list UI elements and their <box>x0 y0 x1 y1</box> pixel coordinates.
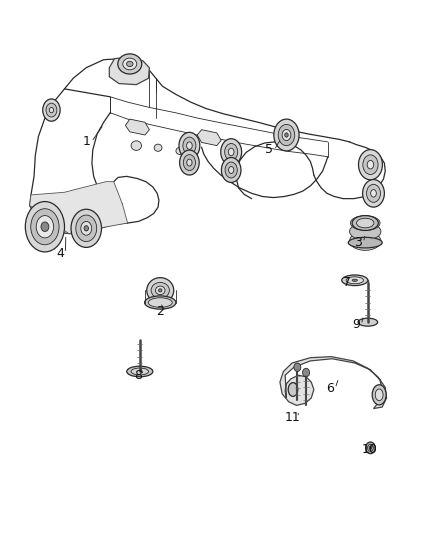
Ellipse shape <box>342 275 368 286</box>
Text: 8: 8 <box>134 369 142 382</box>
Text: 7: 7 <box>343 276 351 289</box>
Ellipse shape <box>46 103 57 117</box>
Ellipse shape <box>375 389 383 401</box>
Ellipse shape <box>228 148 234 156</box>
Ellipse shape <box>225 143 238 160</box>
Ellipse shape <box>226 154 234 161</box>
Text: 1: 1 <box>82 135 90 148</box>
Ellipse shape <box>131 368 148 375</box>
Ellipse shape <box>41 222 49 231</box>
Ellipse shape <box>131 141 141 150</box>
Text: 5: 5 <box>265 143 273 156</box>
Text: 9: 9 <box>352 318 360 332</box>
Ellipse shape <box>366 442 375 454</box>
Ellipse shape <box>363 180 385 207</box>
Ellipse shape <box>154 144 162 151</box>
Ellipse shape <box>155 286 165 295</box>
Ellipse shape <box>350 223 381 240</box>
Ellipse shape <box>36 216 53 238</box>
Ellipse shape <box>369 446 372 449</box>
Ellipse shape <box>49 108 53 113</box>
Ellipse shape <box>225 162 237 178</box>
Ellipse shape <box>288 383 298 397</box>
Ellipse shape <box>221 158 241 182</box>
Ellipse shape <box>282 130 291 141</box>
Ellipse shape <box>176 147 184 155</box>
Polygon shape <box>197 130 221 146</box>
Ellipse shape <box>147 278 174 303</box>
Text: 3: 3 <box>354 236 362 249</box>
Ellipse shape <box>184 155 195 171</box>
Ellipse shape <box>123 58 137 70</box>
Ellipse shape <box>350 216 380 230</box>
Ellipse shape <box>358 150 382 180</box>
Ellipse shape <box>148 298 172 308</box>
Ellipse shape <box>367 160 374 169</box>
Ellipse shape <box>367 445 373 451</box>
Ellipse shape <box>179 132 200 159</box>
Ellipse shape <box>118 54 142 74</box>
Ellipse shape <box>84 225 88 231</box>
Ellipse shape <box>346 277 364 284</box>
Ellipse shape <box>151 282 170 298</box>
Text: 10: 10 <box>361 443 377 456</box>
Ellipse shape <box>350 232 381 251</box>
Ellipse shape <box>81 221 92 235</box>
Text: 2: 2 <box>156 305 164 318</box>
Ellipse shape <box>183 137 196 154</box>
Polygon shape <box>30 182 127 233</box>
Ellipse shape <box>278 124 295 146</box>
Ellipse shape <box>372 385 386 405</box>
Text: 4: 4 <box>56 247 64 260</box>
Ellipse shape <box>221 139 242 165</box>
Ellipse shape <box>371 190 376 197</box>
Ellipse shape <box>127 366 153 377</box>
Ellipse shape <box>303 368 310 377</box>
Ellipse shape <box>31 209 59 245</box>
Ellipse shape <box>43 99 60 121</box>
Ellipse shape <box>285 133 288 137</box>
Ellipse shape <box>127 61 133 67</box>
Ellipse shape <box>358 318 378 326</box>
Ellipse shape <box>363 155 378 174</box>
Ellipse shape <box>352 216 378 230</box>
Ellipse shape <box>25 201 64 252</box>
Ellipse shape <box>145 296 176 309</box>
Ellipse shape <box>274 119 299 151</box>
Ellipse shape <box>357 218 374 228</box>
Ellipse shape <box>180 150 199 175</box>
Ellipse shape <box>352 279 357 281</box>
Polygon shape <box>125 119 149 135</box>
Polygon shape <box>110 57 149 85</box>
Ellipse shape <box>294 363 301 372</box>
Ellipse shape <box>367 184 381 203</box>
Ellipse shape <box>229 166 234 173</box>
Ellipse shape <box>187 159 192 166</box>
Text: 6: 6 <box>326 382 334 395</box>
Ellipse shape <box>187 142 192 149</box>
Text: 11: 11 <box>285 411 301 424</box>
Ellipse shape <box>348 237 382 248</box>
Ellipse shape <box>76 215 97 241</box>
Ellipse shape <box>159 289 162 292</box>
Ellipse shape <box>71 209 102 247</box>
Polygon shape <box>280 357 387 409</box>
